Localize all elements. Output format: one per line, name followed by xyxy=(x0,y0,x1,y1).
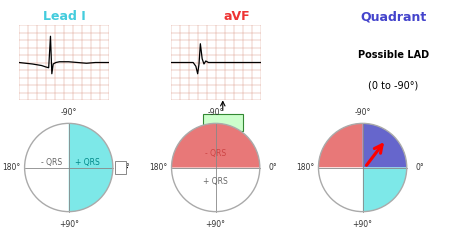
Text: (0 to -90°): (0 to -90°) xyxy=(368,80,419,90)
Text: + QRS: + QRS xyxy=(203,177,228,186)
Text: 180°: 180° xyxy=(2,163,20,172)
Wedge shape xyxy=(363,168,407,212)
Text: aVF: aVF xyxy=(215,118,231,127)
Text: -90°: -90° xyxy=(61,108,77,117)
Text: +90°: +90° xyxy=(353,220,373,228)
Text: 0°: 0° xyxy=(122,163,130,172)
Text: - QRS: - QRS xyxy=(40,158,62,167)
Text: - QRS: - QRS xyxy=(205,149,226,158)
Wedge shape xyxy=(69,123,113,212)
Wedge shape xyxy=(172,123,260,168)
Text: +90°: +90° xyxy=(206,220,226,228)
Text: Quadrant: Quadrant xyxy=(360,10,427,23)
FancyBboxPatch shape xyxy=(115,161,126,174)
Text: 0°: 0° xyxy=(269,163,277,172)
Text: 180°: 180° xyxy=(149,163,167,172)
Text: + QRS: + QRS xyxy=(75,158,100,167)
Text: aVF: aVF xyxy=(224,10,250,23)
Text: +90°: +90° xyxy=(59,220,79,228)
Wedge shape xyxy=(319,123,363,168)
Text: -90°: -90° xyxy=(355,108,371,117)
Text: I: I xyxy=(119,163,121,172)
Text: Possible LAD: Possible LAD xyxy=(358,50,429,60)
Wedge shape xyxy=(363,123,407,168)
Text: 0°: 0° xyxy=(416,163,424,172)
Text: Lead I: Lead I xyxy=(43,10,85,23)
FancyBboxPatch shape xyxy=(203,114,243,132)
Wedge shape xyxy=(319,168,363,212)
Text: 180°: 180° xyxy=(296,163,314,172)
Text: -90°: -90° xyxy=(208,108,224,117)
